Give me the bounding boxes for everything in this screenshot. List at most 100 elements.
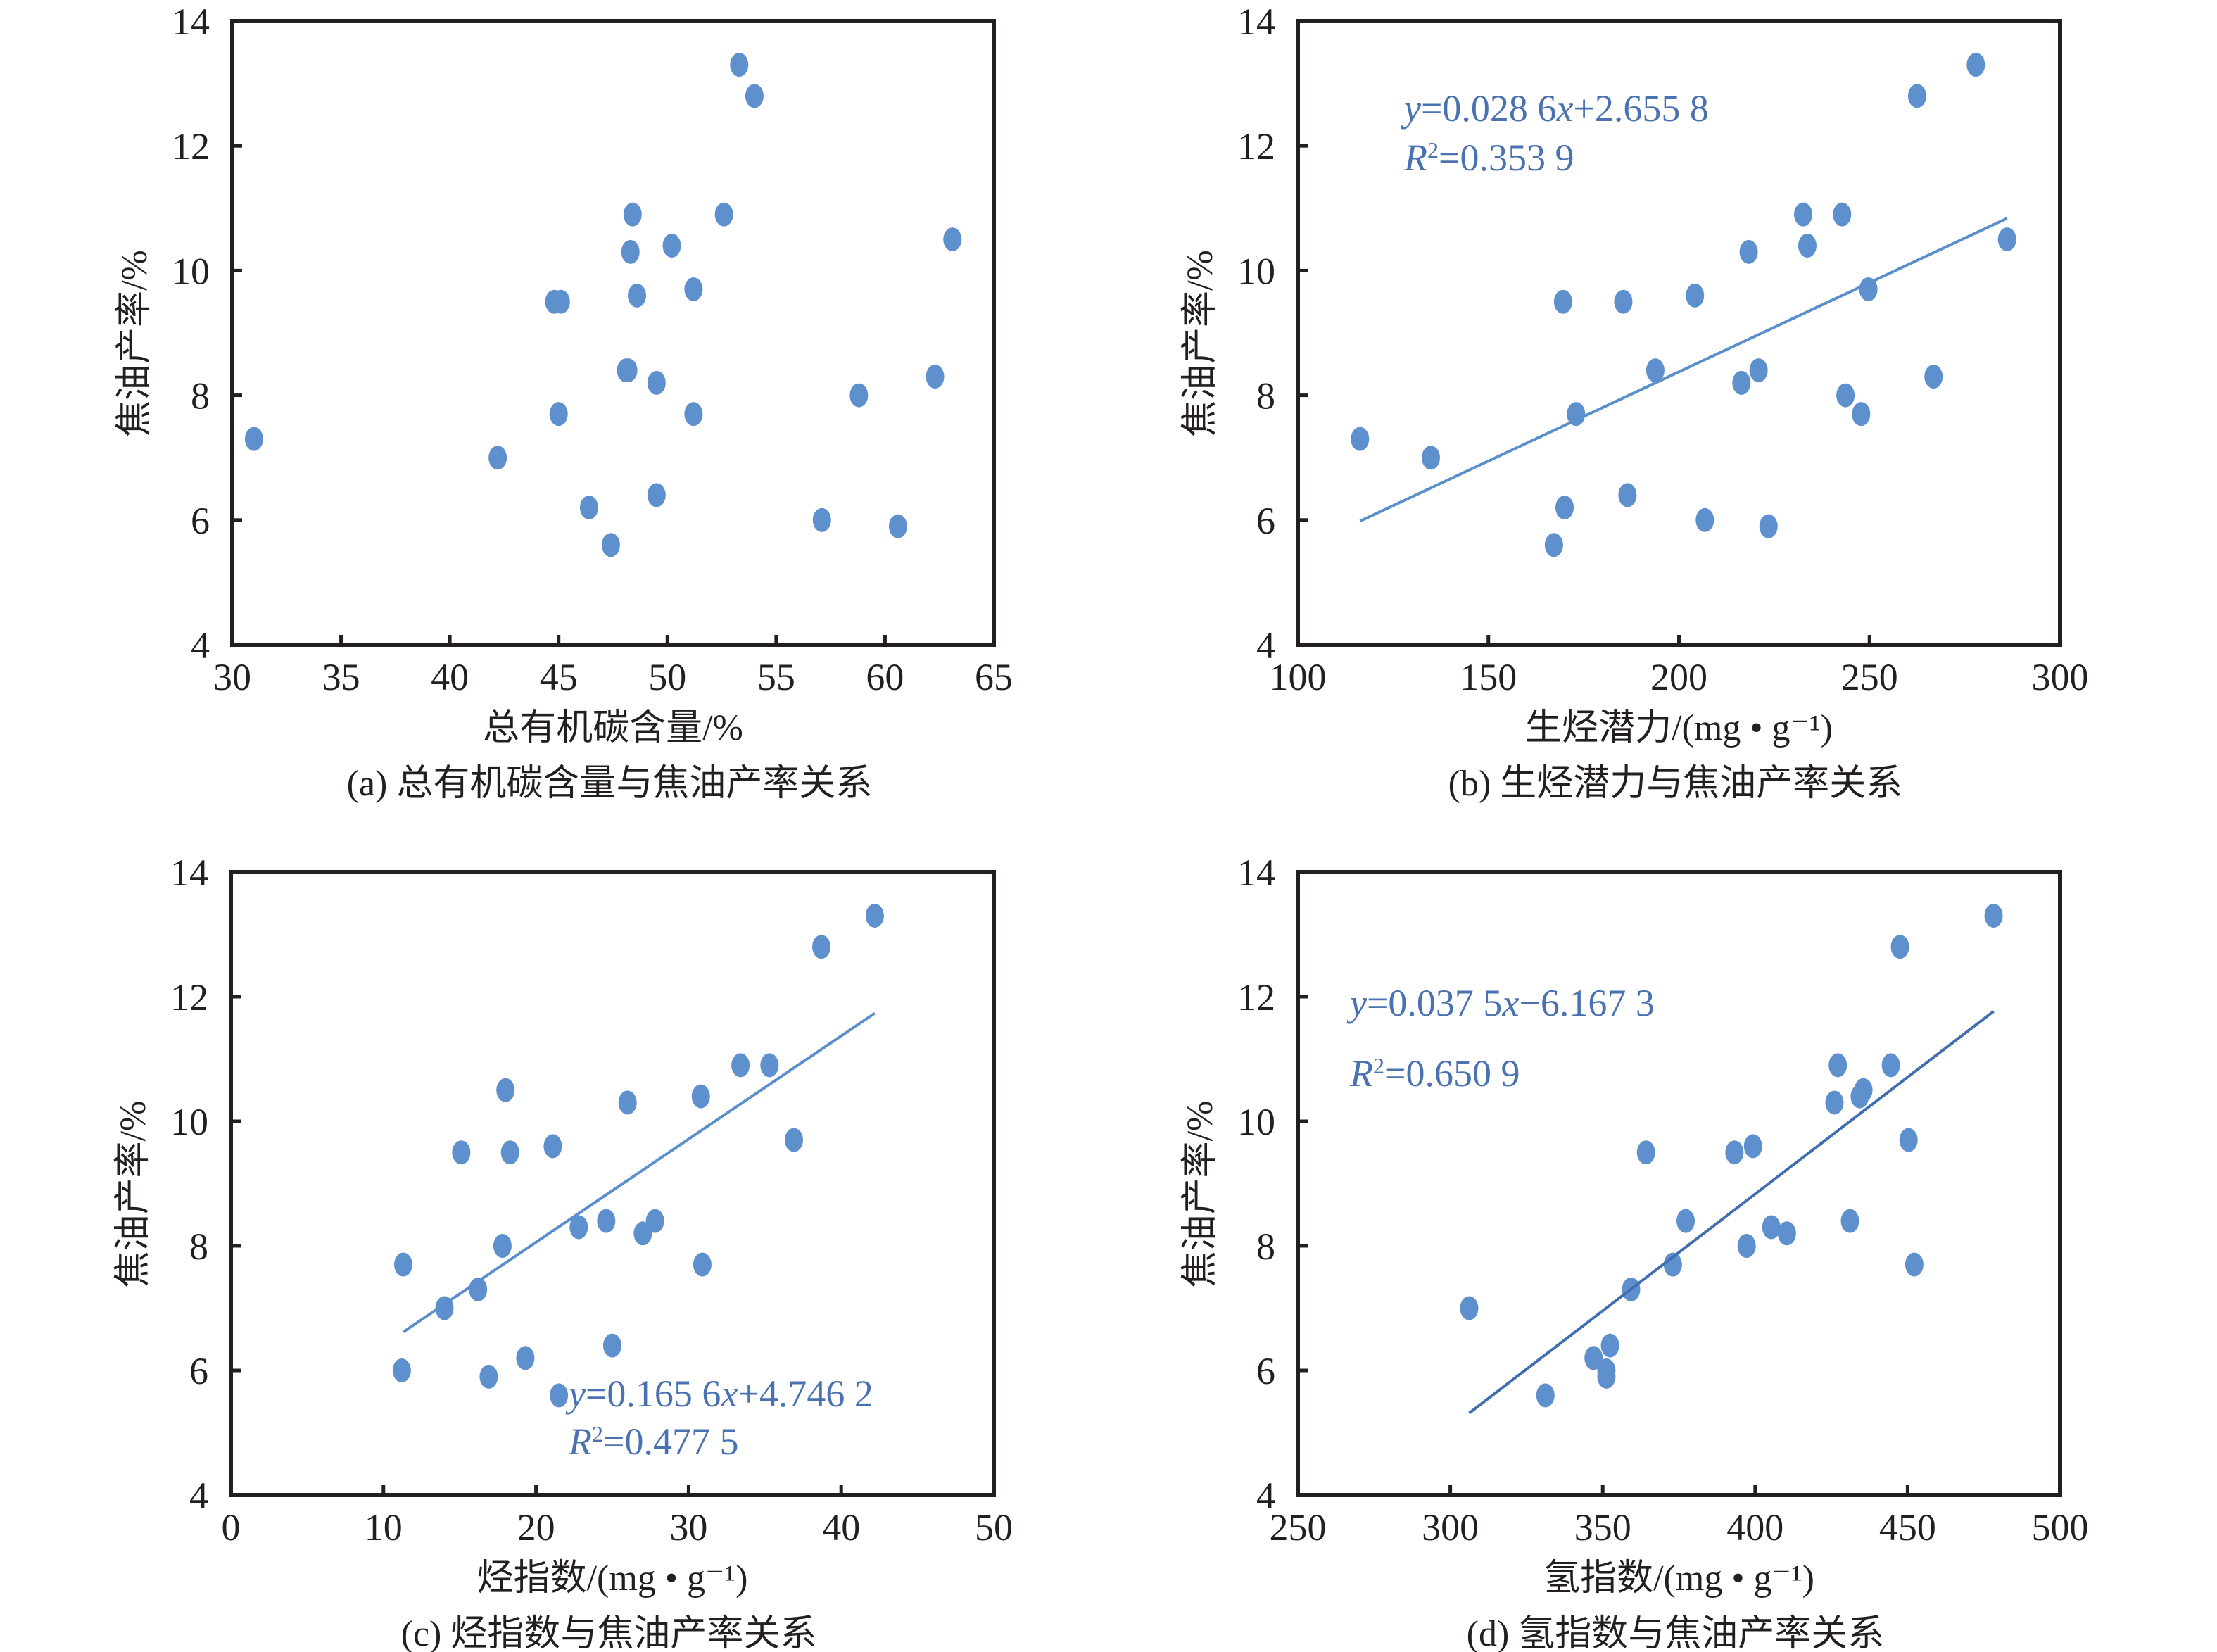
panel-caption: (b) 生烃潜力与焦油产率关系 xyxy=(1448,764,1903,804)
data-point xyxy=(488,446,507,470)
y-tick-label: 10 xyxy=(1237,1101,1275,1143)
data-point xyxy=(1836,383,1855,408)
data-point xyxy=(812,935,831,959)
data-point xyxy=(1597,1364,1616,1389)
trend-line xyxy=(1359,217,2008,523)
data-point xyxy=(1676,1209,1695,1233)
data-point xyxy=(849,383,869,408)
data-point xyxy=(1732,370,1751,395)
scatter-points xyxy=(244,53,962,557)
x-tick-label: 60 xyxy=(866,656,904,698)
data-point xyxy=(684,277,703,301)
panel-b: 100 150 200 250 300 4 6 8 10 12 14 生烃潜力/(mg • g⁻¹) 焦… xyxy=(1180,1,2089,804)
data-point xyxy=(479,1364,498,1389)
data-point xyxy=(760,1053,779,1078)
regression-equation: y=0.037 5x−6.167 3 xyxy=(1346,982,1655,1024)
data-point xyxy=(1881,1053,1900,1078)
data-point xyxy=(549,402,568,427)
y-tick-label: 6 xyxy=(191,500,210,542)
data-point xyxy=(693,1252,712,1277)
data-point xyxy=(1725,1140,1744,1165)
data-point xyxy=(392,1358,411,1382)
data-point xyxy=(550,1383,569,1408)
panel-a: 30 35 40 45 50 55 60 65 4 6 8 10 12 14 总有机碳含量/% 焦油产率/% (… xyxy=(115,1,1013,804)
data-point xyxy=(579,496,598,520)
data-point xyxy=(1833,202,1852,227)
data-point xyxy=(1614,289,1633,314)
x-tick-label: 200 xyxy=(1650,656,1707,698)
scatter-points xyxy=(392,903,884,1408)
x-tick-label: 40 xyxy=(822,1506,860,1549)
data-point xyxy=(1762,1215,1781,1240)
y-tick-label: 6 xyxy=(1256,500,1275,542)
data-point xyxy=(1854,1078,1873,1102)
data-point xyxy=(1966,53,1985,77)
data-point xyxy=(1794,202,1813,227)
y-tick-label: 8 xyxy=(1256,375,1275,417)
data-point xyxy=(1351,427,1370,451)
data-point xyxy=(691,1084,710,1109)
data-point xyxy=(1663,1252,1682,1277)
data-point xyxy=(731,1053,750,1078)
data-point xyxy=(1555,496,1574,520)
data-point xyxy=(1852,402,1871,427)
data-point xyxy=(1828,1053,1848,1078)
data-point xyxy=(1859,277,1878,301)
panel-caption: (a) 总有机碳含量与焦油产率关系 xyxy=(347,764,873,804)
x-tick-label: 450 xyxy=(1879,1506,1936,1549)
data-point xyxy=(647,370,666,395)
data-point xyxy=(1777,1221,1796,1246)
x-tick-label: 350 xyxy=(1574,1506,1631,1549)
data-point xyxy=(1686,283,1705,308)
data-point xyxy=(628,283,647,308)
data-point xyxy=(1584,1346,1603,1370)
data-point xyxy=(662,233,681,258)
data-point xyxy=(493,1234,512,1258)
data-point xyxy=(1890,935,1909,959)
data-point xyxy=(619,358,638,383)
y-tick-label: 6 xyxy=(189,1350,208,1392)
r-squared-label: R2=0.353 9 xyxy=(1403,137,1574,179)
y-axis-label: 焦油产率/% xyxy=(113,1101,153,1288)
data-point xyxy=(1536,1383,1555,1408)
plot-frame xyxy=(1296,870,2062,1497)
x-tick-label: 35 xyxy=(322,656,360,698)
x-axis-label: 生烃潜力/(mg • g⁻¹) xyxy=(1525,708,1833,748)
data-point xyxy=(812,507,831,532)
data-point xyxy=(500,1140,519,1165)
data-point xyxy=(1544,533,1563,557)
data-point xyxy=(1618,483,1637,507)
plot-frame xyxy=(230,19,996,647)
x-tick-label: 500 xyxy=(2032,1506,2089,1549)
data-point xyxy=(496,1078,515,1102)
data-point xyxy=(1553,289,1572,314)
y-tick-label: 14 xyxy=(172,1,210,43)
y-tick-label: 6 xyxy=(1256,1350,1275,1392)
y-axis-label: 焦油产率/% xyxy=(1180,250,1220,437)
y-tick-label: 8 xyxy=(1256,1225,1275,1268)
data-point xyxy=(603,1333,621,1358)
x-tick-label: 10 xyxy=(365,1506,403,1549)
y-tick-label: 12 xyxy=(1237,976,1275,1019)
data-point xyxy=(1749,358,1768,383)
y-tick-label: 10 xyxy=(170,1101,208,1143)
y-tick-label: 12 xyxy=(1237,125,1275,168)
x-axis-label: 总有机碳含量/% xyxy=(483,708,743,748)
data-point xyxy=(1759,514,1778,538)
x-tick-label: 50 xyxy=(648,656,686,698)
data-point xyxy=(1739,239,1758,264)
data-point xyxy=(1905,1252,1924,1277)
y-axis-label: 焦油产率/% xyxy=(1180,1101,1220,1288)
data-point xyxy=(684,402,703,427)
trend-line xyxy=(402,1011,876,1334)
data-point xyxy=(865,903,884,928)
data-point xyxy=(1567,402,1586,427)
data-point xyxy=(888,514,907,538)
y-tick-label: 4 xyxy=(189,1475,208,1517)
data-point xyxy=(1636,1140,1655,1165)
data-point xyxy=(1421,446,1440,470)
data-point xyxy=(569,1215,588,1240)
data-point xyxy=(1840,1209,1859,1233)
panel-caption: (c) 烃指数与焦油产率关系 xyxy=(401,1614,817,1652)
